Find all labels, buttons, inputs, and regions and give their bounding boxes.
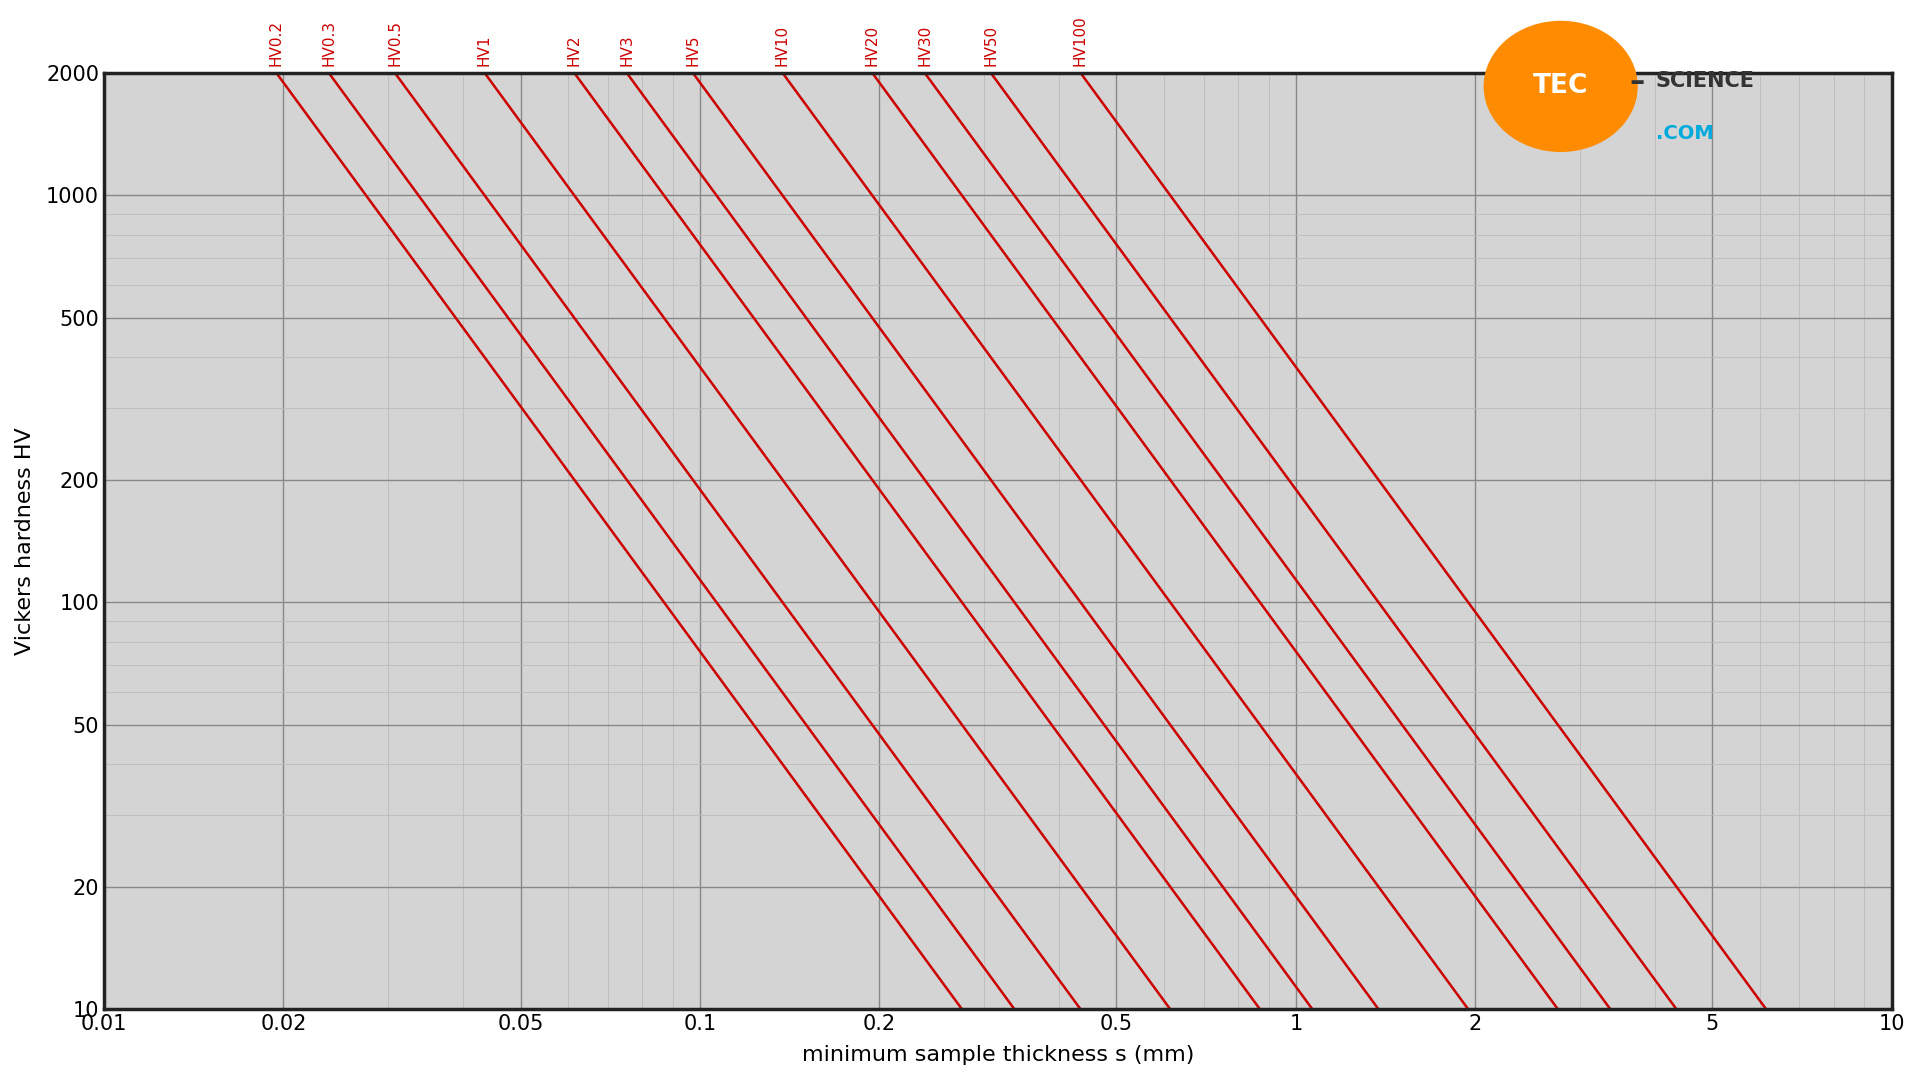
Text: SCIENCE: SCIENCE	[1655, 71, 1755, 91]
Y-axis label: Vickers hardness HV: Vickers hardness HV	[15, 427, 35, 654]
Text: HV10: HV10	[776, 25, 789, 66]
Text: HV0.5: HV0.5	[388, 19, 403, 66]
Text: HV30: HV30	[918, 25, 931, 66]
Text: HV50: HV50	[983, 25, 998, 66]
Text: .COM: .COM	[1655, 124, 1713, 144]
Text: HV3: HV3	[618, 35, 634, 66]
Text: –: –	[1630, 67, 1645, 96]
Circle shape	[1484, 22, 1638, 151]
Text: HV5: HV5	[685, 35, 701, 66]
Text: HV0.3: HV0.3	[321, 19, 336, 66]
Text: HV2: HV2	[566, 35, 582, 66]
Text: HV100: HV100	[1073, 15, 1089, 66]
Text: HV0.2: HV0.2	[269, 19, 284, 66]
Text: HV1: HV1	[476, 35, 492, 66]
Text: TEC: TEC	[1532, 73, 1588, 99]
X-axis label: minimum sample thickness s (mm): minimum sample thickness s (mm)	[803, 1045, 1194, 1065]
Text: HV20: HV20	[864, 25, 879, 66]
